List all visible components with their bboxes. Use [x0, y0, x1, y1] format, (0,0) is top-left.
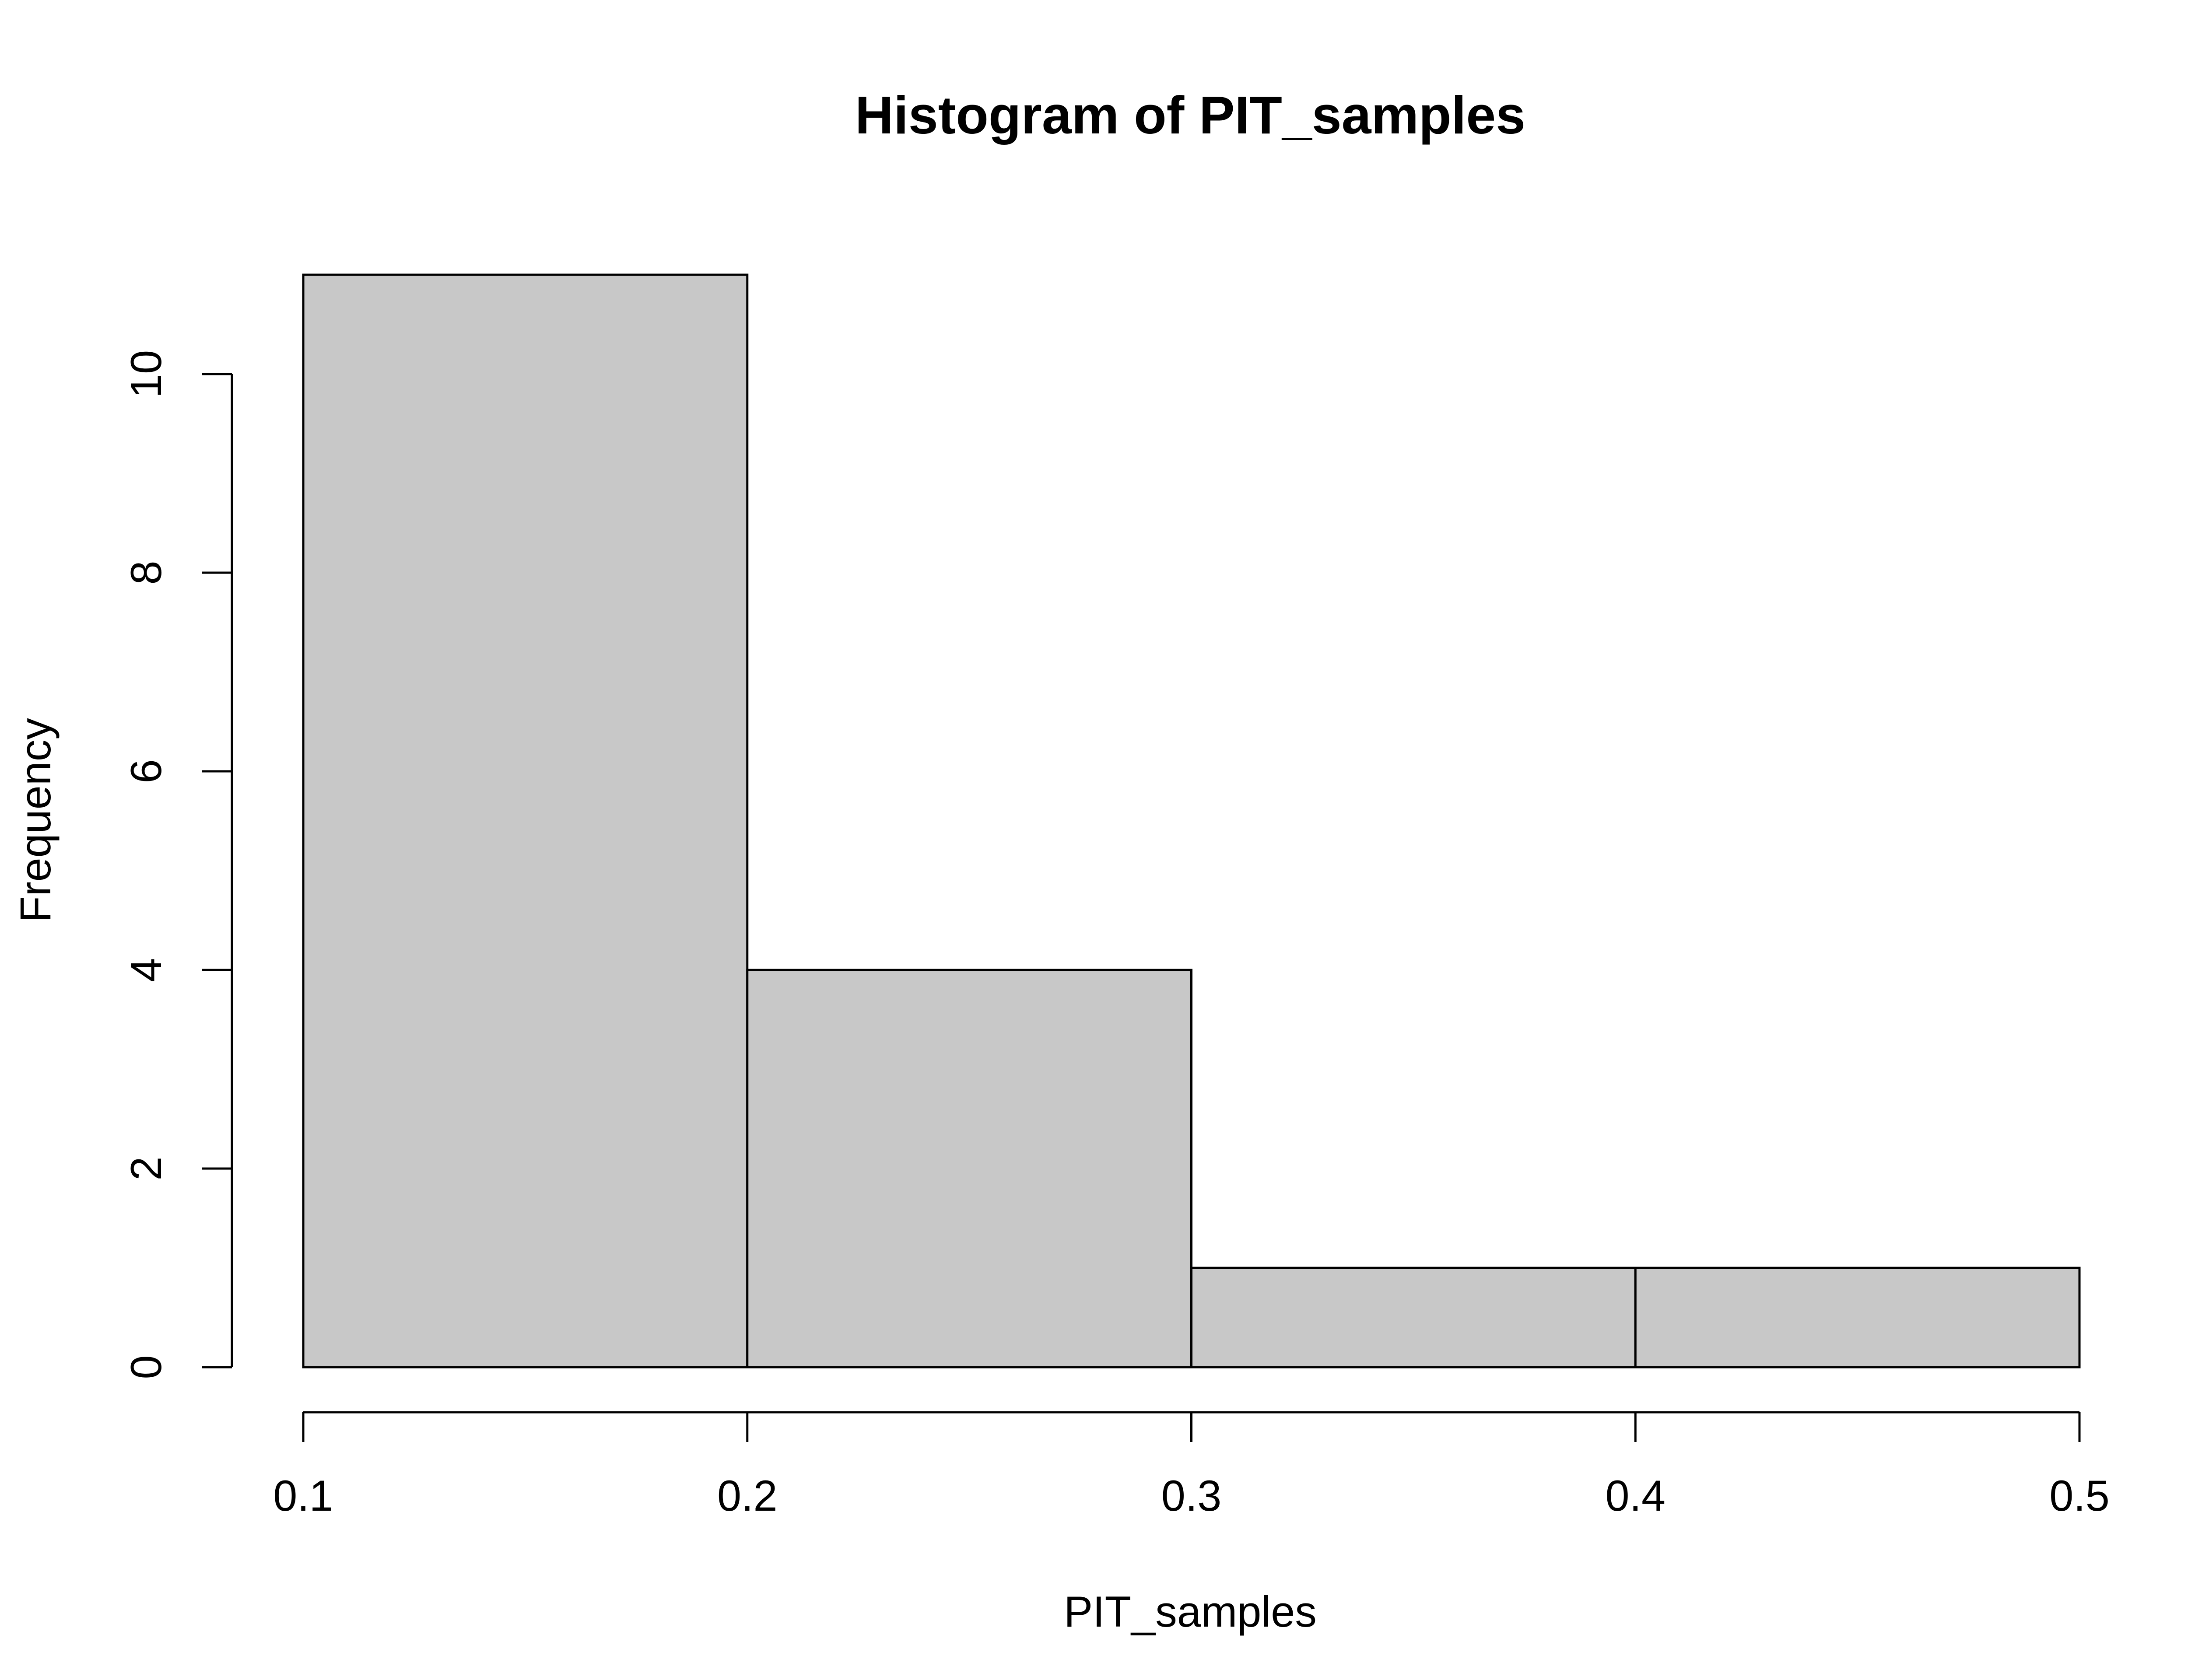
histogram-bar-4: [1634, 1267, 2081, 1368]
x-tick-label-3: 0.3: [1161, 1471, 1222, 1520]
histogram-bar-1: [302, 273, 749, 1368]
histogram-bar-2: [746, 969, 1192, 1368]
chart-title: Histogram of PIT_samples: [855, 85, 1525, 145]
y-tick-label-5: 8: [122, 560, 170, 584]
y-tick-label-6: 10: [122, 350, 170, 398]
x-axis-label: PIT_samples: [1064, 1587, 1317, 1636]
y-axis: 0 2 4 6 8 10: [122, 350, 233, 1379]
x-tick-label-4: 0.4: [1605, 1471, 1666, 1520]
histogram-bars: [302, 273, 2081, 1368]
x-tick-label-5: 0.5: [2049, 1471, 2110, 1520]
histogram-bar-3: [1190, 1267, 1637, 1368]
y-tick-label-4: 6: [122, 759, 170, 783]
y-axis-label: Frequency: [11, 718, 60, 923]
y-tick-label-3: 4: [122, 958, 170, 982]
x-axis: 0.1 0.2 0.3 0.4 0.5: [273, 1411, 2110, 1520]
x-tick-label-2: 0.2: [717, 1471, 778, 1520]
y-tick-label-1: 0: [122, 1355, 170, 1379]
x-tick-label-1: 0.1: [273, 1471, 333, 1520]
y-tick-label-2: 2: [122, 1156, 170, 1180]
